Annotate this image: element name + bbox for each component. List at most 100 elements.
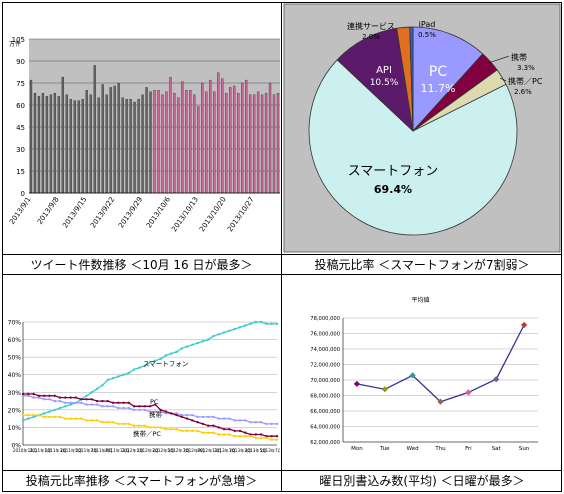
y-tick-label: 0	[21, 190, 25, 198]
bar	[61, 76, 65, 194]
y-tick-label: 60%	[8, 337, 22, 344]
bar	[77, 100, 80, 194]
series-point	[127, 406, 130, 410]
series-point	[27, 417, 30, 420]
x-tick-label: Mon	[351, 446, 363, 452]
y-tick-label: 76,000,000	[310, 332, 340, 338]
series-point	[265, 435, 268, 438]
y-tick-label: 45	[16, 124, 25, 132]
series-point	[122, 401, 125, 404]
series-point	[254, 421, 257, 424]
bar	[81, 98, 84, 194]
series-point	[164, 412, 168, 415]
series-point	[27, 394, 30, 397]
series-point	[132, 408, 136, 412]
series-point	[95, 399, 99, 403]
series-point	[228, 417, 231, 420]
series-point	[101, 405, 104, 408]
row-divider-1	[2, 254, 562, 255]
series-point	[90, 391, 94, 394]
slice-percent-label: 0.5%	[418, 31, 436, 39]
series-point	[58, 396, 62, 399]
series-point	[148, 405, 152, 408]
bar	[113, 85, 116, 194]
series-point	[43, 412, 46, 415]
series-point	[80, 417, 83, 420]
series-point	[32, 415, 35, 419]
series-point	[175, 428, 178, 431]
bar	[65, 94, 68, 194]
y-axis-unit: 万件	[9, 40, 21, 48]
x-tick-label: 2013/9/29	[117, 196, 144, 230]
series-point	[21, 419, 25, 422]
series-point	[180, 429, 183, 433]
bar	[105, 94, 108, 194]
x-tick-label: 2012年11月	[197, 447, 221, 454]
bar	[185, 90, 188, 194]
slice-label: iPad	[419, 20, 436, 29]
plot-area	[23, 322, 277, 445]
series-point	[222, 433, 226, 436]
bar	[149, 91, 152, 194]
series-point	[212, 415, 215, 419]
leader-line	[488, 55, 510, 64]
series-point	[175, 350, 178, 354]
y-tick-label: 64,000,000	[310, 425, 340, 431]
series-point	[90, 403, 94, 406]
data-point	[409, 372, 416, 379]
series-point	[191, 343, 194, 346]
series-point	[32, 413, 35, 417]
series-point	[217, 333, 220, 336]
slice-percent-label: 3.3%	[517, 64, 535, 72]
series-point	[154, 359, 157, 362]
series-point	[48, 394, 51, 397]
series-point	[58, 399, 62, 403]
series-point	[270, 322, 273, 325]
y-tick-label: 30%	[8, 390, 22, 397]
series-point	[164, 428, 168, 431]
series-point	[58, 406, 62, 410]
bar	[121, 97, 124, 194]
slice-percent-label: 2.6%	[514, 88, 532, 96]
slice-label: API	[376, 65, 392, 76]
series-point	[175, 413, 178, 417]
series-point	[228, 329, 231, 332]
bar	[37, 96, 41, 194]
series-point	[95, 387, 99, 390]
series-point	[212, 334, 215, 338]
series-point	[106, 378, 109, 382]
series-point	[228, 433, 231, 436]
series-point	[148, 410, 152, 413]
bar	[181, 81, 184, 194]
series-point	[111, 421, 115, 424]
series-point	[154, 410, 157, 413]
series-point	[175, 412, 178, 415]
series-point	[212, 424, 215, 427]
bar	[29, 79, 33, 194]
series-point	[53, 399, 56, 403]
x-tick-label: 2012年1月	[122, 447, 144, 454]
series-point	[132, 405, 136, 408]
bar	[221, 78, 224, 194]
series-point	[249, 435, 252, 438]
slice-label: スマートフォン	[348, 164, 439, 179]
y-tick-label: 70,000,000	[310, 378, 340, 384]
x-tick-label: 2013/10/13	[170, 196, 200, 234]
series-label: 携帯／PC	[133, 429, 161, 438]
bar	[45, 96, 49, 194]
chart-title: 平均値	[411, 296, 429, 304]
series-point	[212, 431, 215, 434]
series-point	[74, 401, 78, 404]
column-divider	[281, 2, 282, 492]
series-point	[254, 436, 257, 440]
bar	[85, 90, 88, 194]
series-point	[159, 408, 162, 412]
series-point	[275, 435, 279, 438]
series-point	[233, 419, 236, 422]
slice-label: 携帯	[511, 52, 527, 62]
series-point	[37, 413, 41, 417]
bar	[268, 82, 272, 194]
bar	[189, 90, 192, 194]
bar	[240, 82, 244, 194]
y-tick-label: 90	[16, 58, 25, 66]
